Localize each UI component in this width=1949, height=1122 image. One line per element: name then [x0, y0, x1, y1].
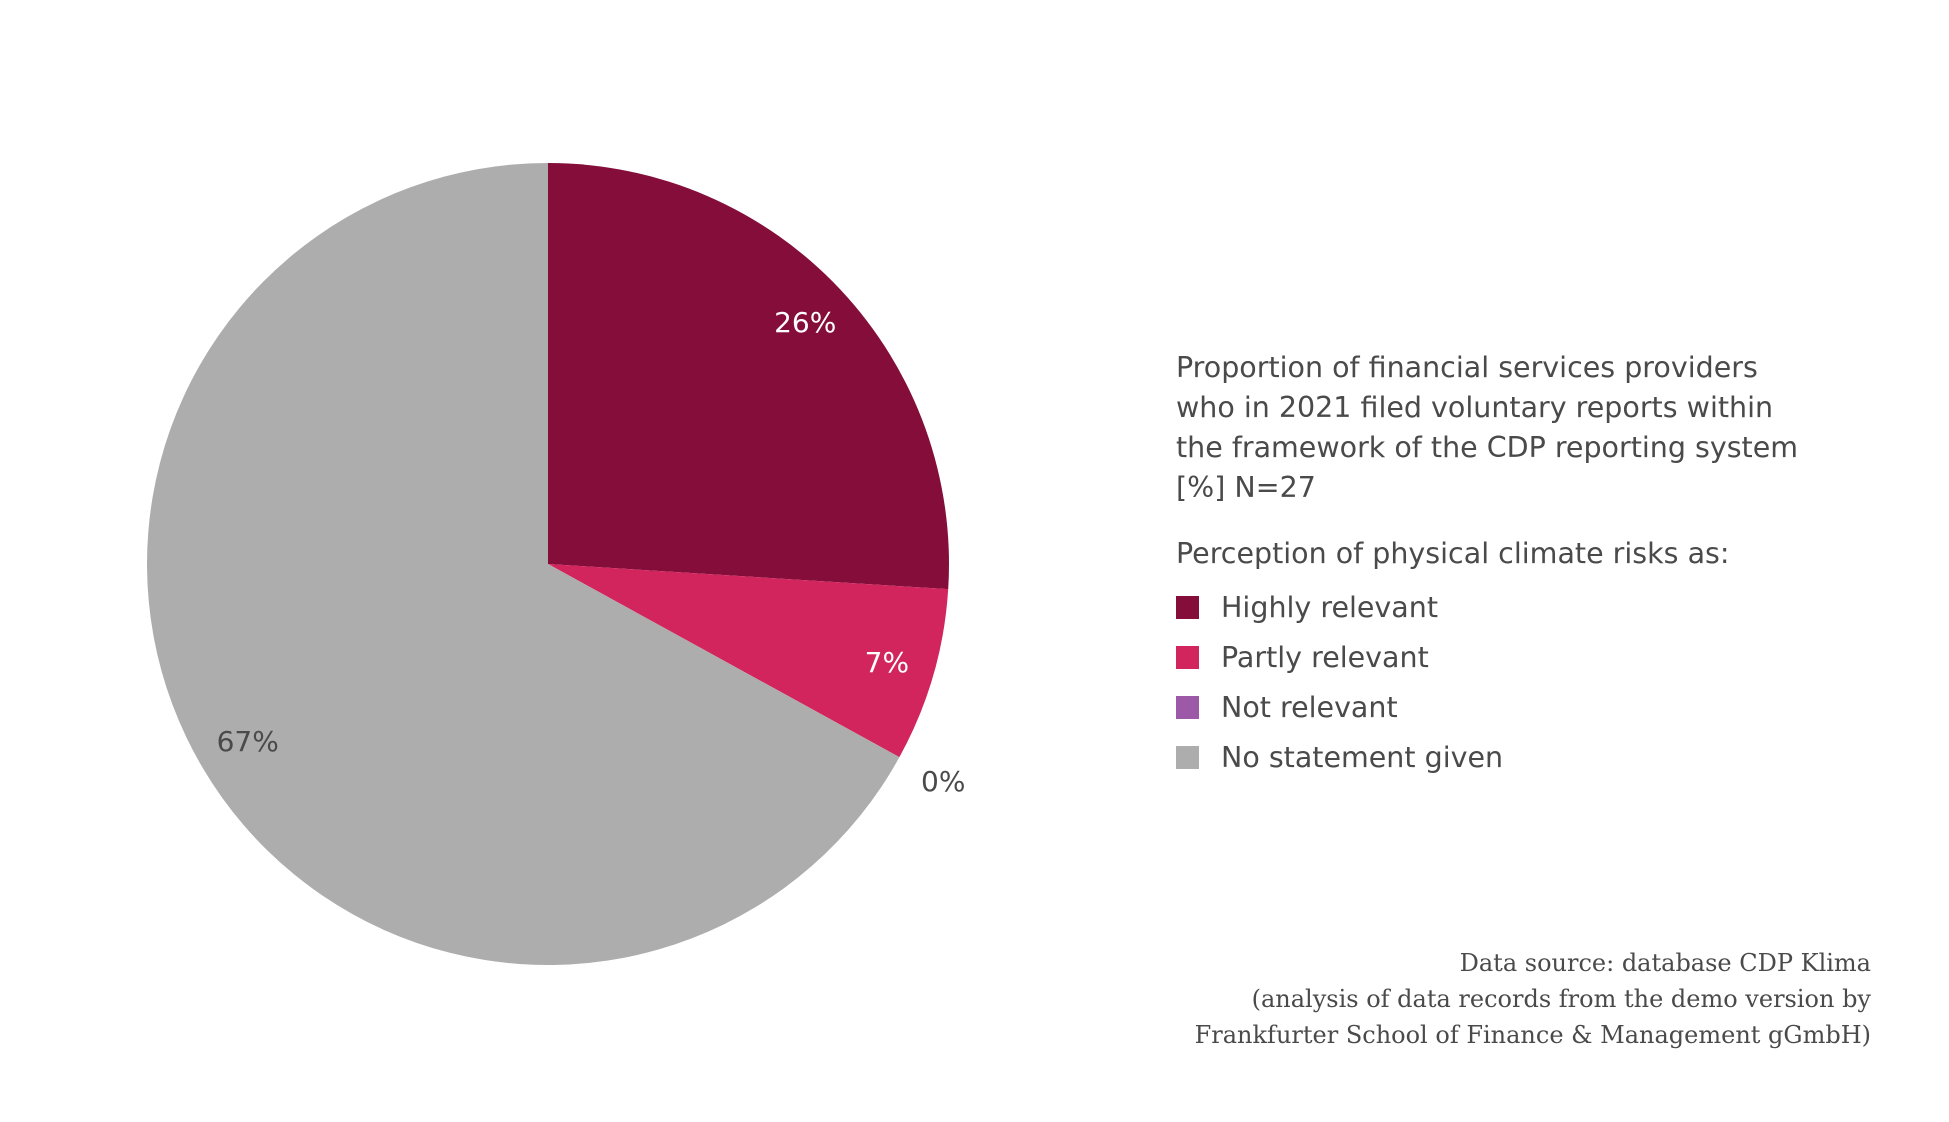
legend-label: No statement given [1221, 740, 1504, 774]
legend-item-not-relevant: Not relevant [1176, 682, 1503, 732]
legend-label: Partly relevant [1221, 640, 1429, 674]
pie-slice-no-statement-given [147, 163, 900, 965]
pie-slice-partly-relevant [548, 564, 949, 758]
data-source-line: Frankfurter School of Finance & Manageme… [1194, 1021, 1871, 1049]
pie-slice-label-partly-relevant: 7% [865, 646, 909, 679]
legend-swatch-highly-relevant [1176, 595, 1199, 619]
data-source-note: Data source: database CDP Klima (analysi… [1195, 945, 1871, 1053]
chart-title-line: [%] N=27 [1176, 471, 1316, 504]
legend-swatch-no-statement-given [1176, 745, 1199, 769]
legend-heading: Perception of physical climate risks as: [1176, 537, 1730, 570]
legend-item-highly-relevant: Highly relevant [1176, 582, 1503, 632]
legend: Highly relevant Partly relevant Not rele… [1176, 582, 1503, 782]
legend-label: Highly relevant [1221, 590, 1438, 624]
data-source-line: Data source: database CDP Klima [1459, 949, 1871, 977]
pie-labels: 26% 7% 0% 67% [217, 306, 966, 798]
pie-slice-label-not-relevant: 0% [921, 765, 965, 798]
chart-title-line: the framework of the CDP reporting syste… [1176, 431, 1799, 464]
pie-slices [147, 163, 949, 965]
legend-swatch-not-relevant [1176, 695, 1199, 719]
legend-label: Not relevant [1221, 690, 1398, 724]
legend-item-partly-relevant: Partly relevant [1176, 632, 1503, 682]
pie-slice-label-no-statement-given: 67% [217, 725, 279, 758]
chart-title-line: Proportion of financial services provide… [1176, 351, 1758, 384]
legend-swatch-partly-relevant [1176, 645, 1199, 669]
chart-title-line: who in 2021 filed voluntary reports with… [1176, 391, 1774, 424]
chart-title: Proportion of financial services provide… [1176, 348, 1876, 508]
legend-item-no-statement-given: No statement given [1176, 732, 1503, 782]
data-source-line: (analysis of data records from the demo … [1251, 985, 1871, 1013]
pie-slice-highly-relevant [548, 163, 949, 590]
pie-slice-label-highly-relevant: 26% [774, 306, 836, 339]
